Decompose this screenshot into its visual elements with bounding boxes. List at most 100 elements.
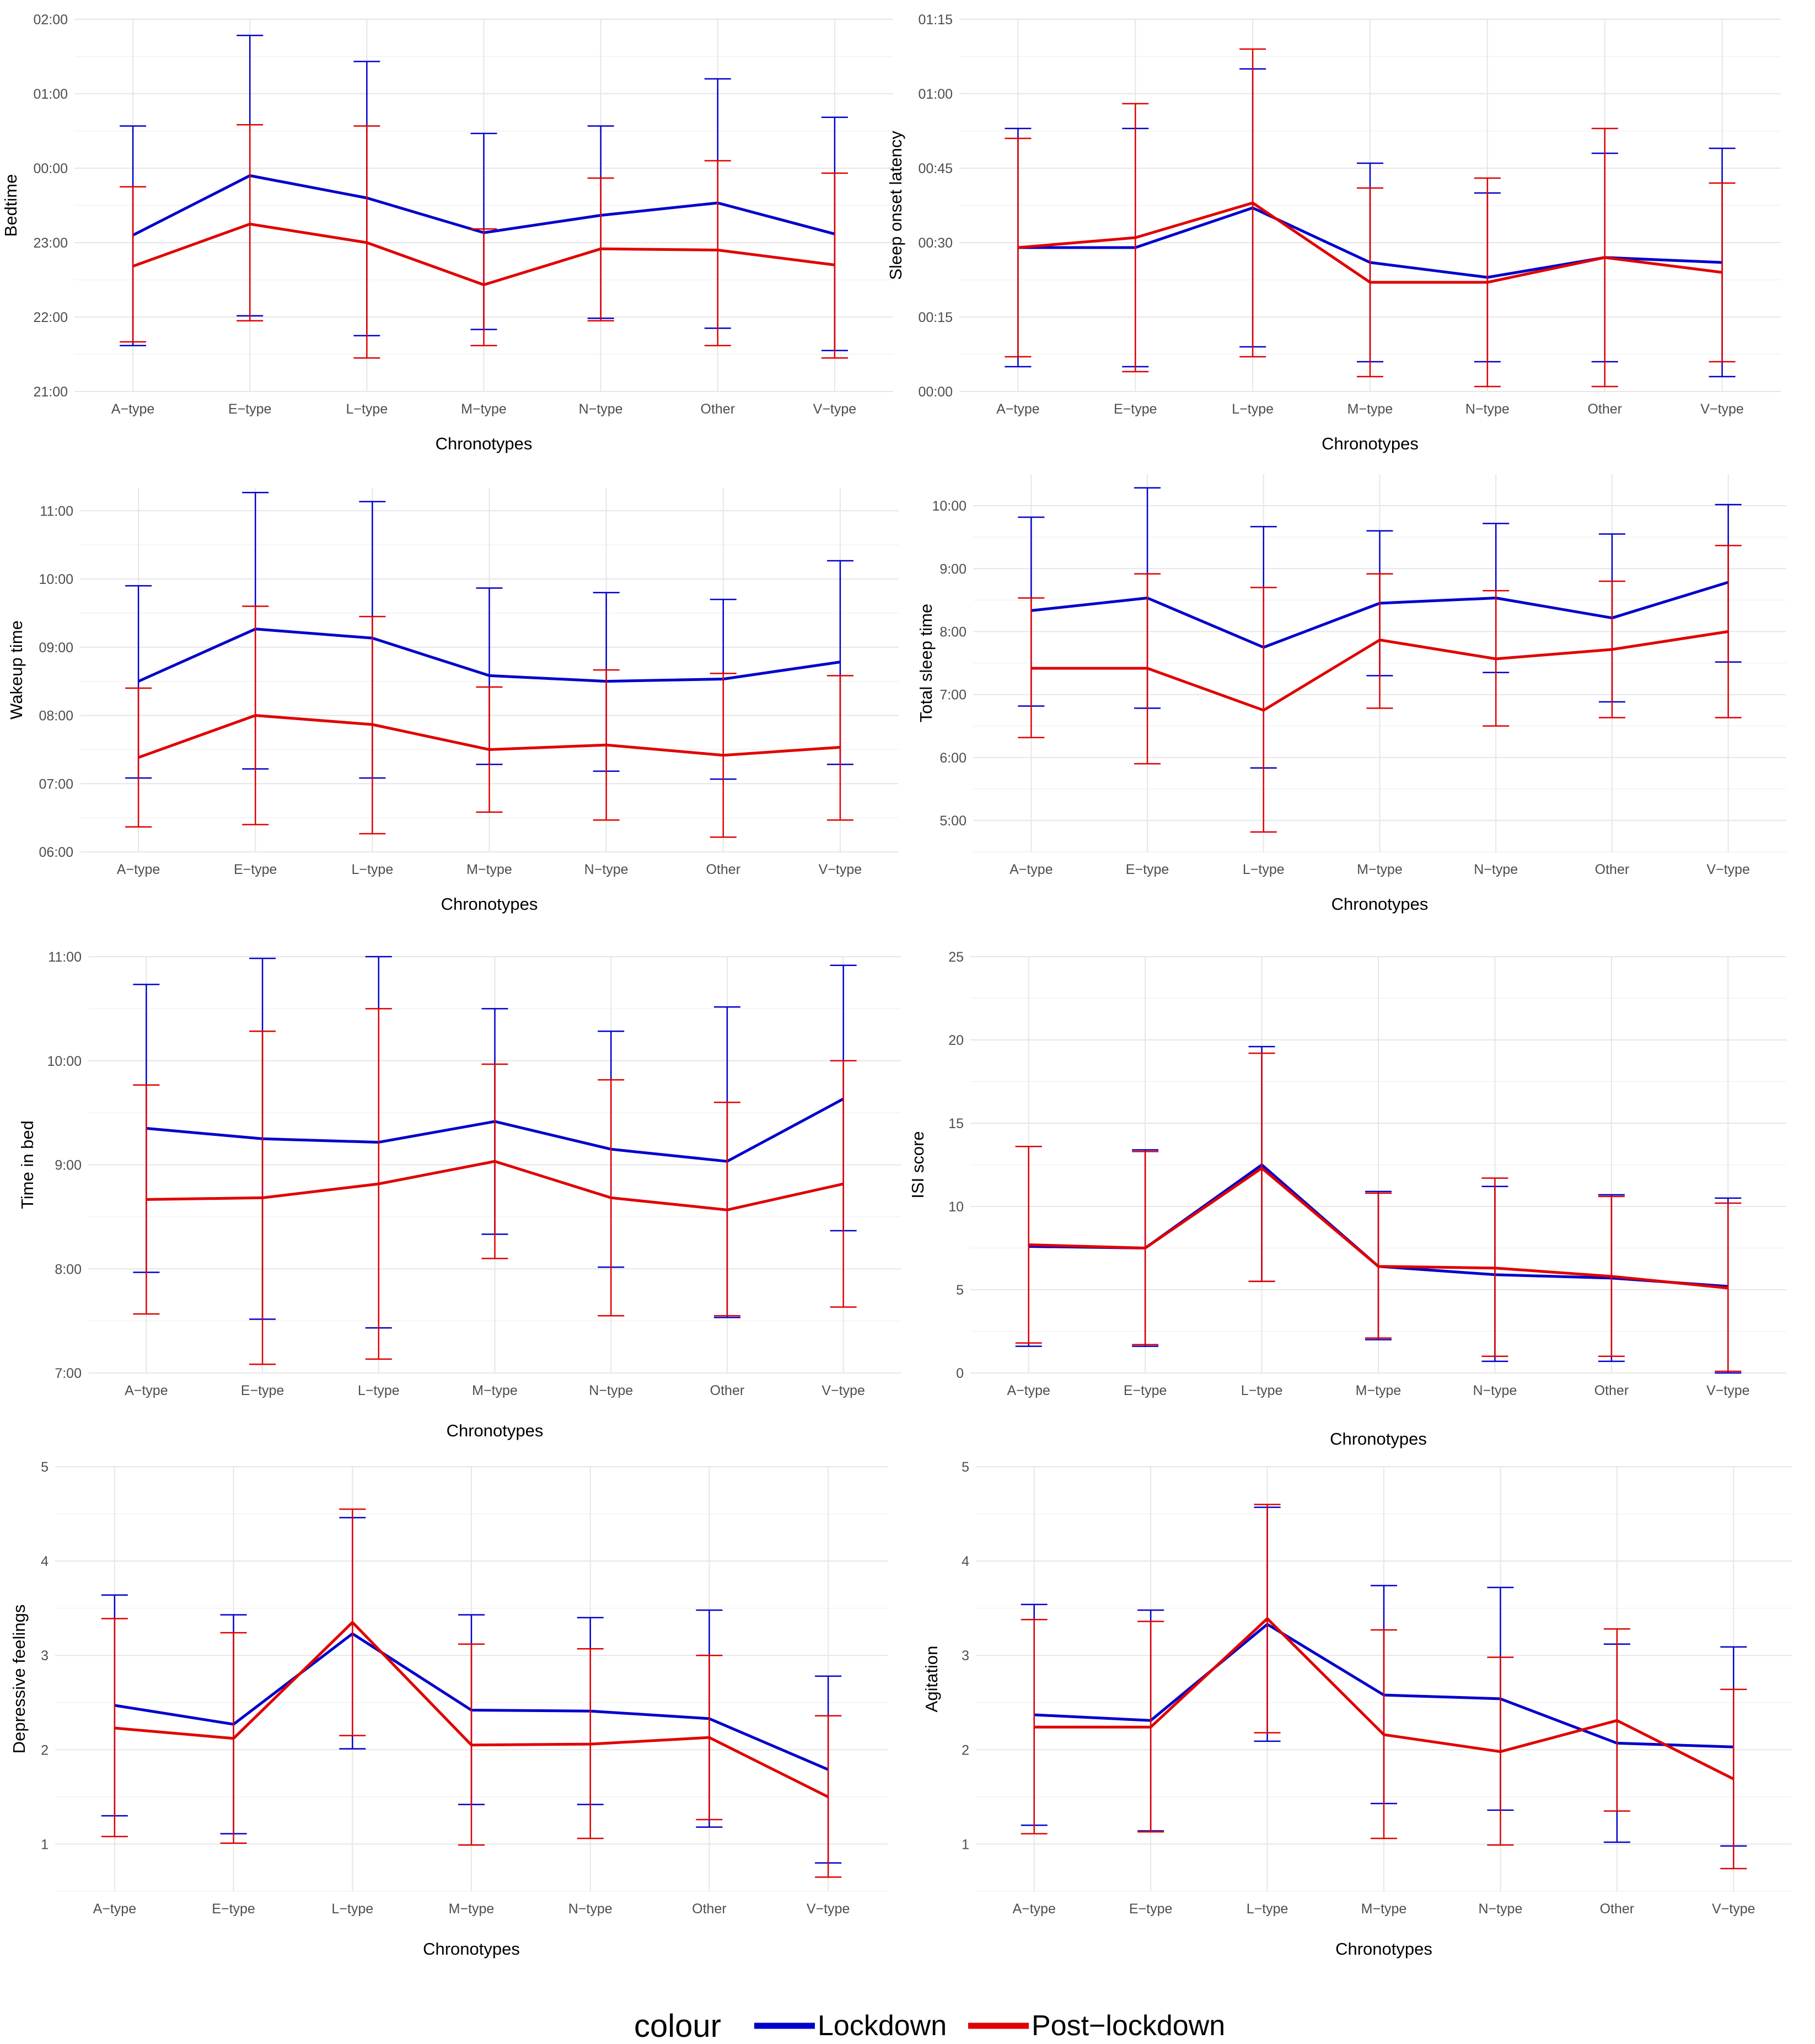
chart-bedtime: 21:00 22:00 23:00 00:00 01:00 02:00 A−type E−ty… — [1, 12, 893, 453]
x-axis-title: Chronotypes — [1330, 1429, 1427, 1448]
y-tick-label: 5:00 — [939, 813, 966, 829]
y-tick-label: 15 — [948, 1116, 964, 1131]
x-tick-label: A−type — [1009, 862, 1053, 877]
y-tick-label: 00:30 — [918, 235, 953, 251]
y-tick-label: 3 — [962, 1648, 969, 1664]
x-tick-label: E−type — [1126, 862, 1169, 877]
legend-title: colour — [634, 2008, 721, 2044]
x-tick-label: M−type — [1361, 1901, 1407, 1917]
y-tick-label: 22:00 — [33, 310, 68, 325]
y-tick-label: 08:00 — [39, 709, 73, 724]
x-tick-label: M−type — [472, 1383, 518, 1398]
y-tick-label: 2 — [962, 1742, 969, 1758]
x-tick-label: N−type — [584, 862, 629, 877]
x-tick-label: E−type — [212, 1901, 255, 1917]
x-tick-label: E−type — [234, 862, 277, 877]
x-tick-label: N−type — [579, 401, 623, 417]
x-tick-label: L−type — [1232, 401, 1274, 417]
x-tick-label: N−type — [1473, 1383, 1517, 1398]
x-tick-label: M−type — [1357, 862, 1403, 877]
y-tick-label: 10:00 — [47, 1054, 82, 1069]
x-tick-label: L−type — [1243, 862, 1285, 877]
chart-depressive_feelings: 1 2 3 4 5 A−type E−type L−type M−type N−type Other… — [9, 1460, 888, 1959]
y-tick-label: 1 — [41, 1837, 49, 1852]
x-tick-label: V−type — [1706, 862, 1750, 877]
y-axis-title: Bedtime — [1, 174, 20, 237]
chart-total_sleep_time: 5:00 6:00 7:00 8:00 9:00 10:00 A−type E−type L−t… — [916, 474, 1786, 914]
y-tick-label: 11:00 — [48, 949, 82, 965]
y-axis-title: Total sleep time — [916, 604, 936, 722]
y-tick-label: 8:00 — [55, 1262, 82, 1277]
x-tick-label: E−type — [228, 401, 272, 417]
x-axis-title: Chronotypes — [1335, 1939, 1432, 1959]
x-axis-title: Chronotypes — [436, 434, 533, 453]
y-axis-title: Sleep onset latency — [886, 131, 905, 280]
x-tick-label: V−type — [807, 1901, 850, 1917]
error-bar-post-lockdown — [705, 161, 731, 346]
y-tick-label: 02:00 — [33, 12, 68, 28]
y-tick-label: 4 — [41, 1554, 49, 1569]
x-tick-label: V−type — [813, 401, 857, 417]
x-axis-title: Chronotypes — [447, 1421, 544, 1440]
x-tick-label: Other — [1587, 401, 1622, 417]
y-tick-label: 1 — [962, 1837, 969, 1852]
y-tick-label: 07:00 — [39, 776, 73, 792]
y-tick-label: 8:00 — [939, 624, 966, 640]
x-tick-label: E−type — [241, 1383, 284, 1398]
y-tick-label: 01:15 — [918, 12, 953, 28]
chart-isi_score: 0 5 10 15 20 25 A−type E−type L−type M−type N−type… — [908, 949, 1786, 1448]
x-tick-label: Other — [692, 1901, 727, 1917]
x-tick-label: Other — [1595, 862, 1630, 877]
x-tick-label: V−type — [1706, 1383, 1750, 1398]
error-bar-post-lockdown — [471, 229, 497, 346]
y-tick-label: 7:00 — [55, 1366, 82, 1381]
legend-label-lockdown: Lockdown — [818, 2010, 947, 2042]
x-tick-label: L−type — [346, 401, 388, 417]
x-tick-label: M−type — [1356, 1383, 1401, 1398]
x-tick-label: N−type — [1478, 1901, 1522, 1917]
y-tick-label: 10 — [948, 1199, 964, 1215]
x-tick-label: N−type — [1465, 401, 1510, 417]
error-bar-post-lockdown — [125, 688, 152, 827]
y-tick-label: 11:00 — [40, 503, 73, 519]
x-axis-title: Chronotypes — [1322, 434, 1419, 453]
y-tick-label: 00:00 — [918, 384, 953, 400]
x-tick-label: L−type — [1241, 1383, 1283, 1398]
x-tick-label: V−type — [1700, 401, 1744, 417]
chart-sleep_onset_latency: 00:00 00:15 00:30 00:45 01:00 01:15 A−type E−ty… — [886, 12, 1781, 453]
legend: colour Lockdown Post−lockdown — [634, 2008, 1225, 2044]
x-tick-label: M−type — [466, 862, 512, 877]
error-bar-post-lockdown — [821, 173, 848, 358]
y-tick-label: 06:00 — [39, 845, 73, 860]
y-axis-title: Time in bed — [18, 1120, 37, 1209]
y-axis-title: ISI score — [908, 1131, 927, 1198]
y-tick-label: 01:00 — [33, 87, 68, 102]
y-tick-label: 21:00 — [33, 384, 68, 400]
y-tick-label: 09:00 — [39, 640, 73, 656]
x-tick-label: Other — [1594, 1383, 1629, 1398]
x-tick-label: N−type — [568, 1901, 613, 1917]
x-tick-label: A−type — [93, 1901, 137, 1917]
x-tick-label: M−type — [449, 1901, 495, 1917]
x-tick-label: L−type — [331, 1901, 373, 1917]
x-tick-label: L−type — [351, 862, 393, 877]
y-tick-label: 20 — [948, 1033, 964, 1048]
y-tick-label: 23:00 — [33, 235, 68, 251]
x-tick-label: V−type — [1712, 1901, 1755, 1917]
y-axis-title: Depressive feelings — [9, 1605, 29, 1754]
chart-agitation: 12345A−type E−type L−type M−type N−type Other… — [922, 1460, 1792, 1959]
x-tick-label: A−type — [1007, 1383, 1050, 1398]
x-tick-label: M−type — [1347, 401, 1393, 417]
x-tick-label: A−type — [996, 401, 1040, 417]
x-tick-label: E−type — [1129, 1901, 1173, 1917]
x-tick-label: N−type — [1474, 862, 1518, 877]
x-tick-label: A−type — [1012, 1901, 1056, 1917]
y-axis-title: Agitation — [922, 1646, 941, 1713]
y-tick-label: 5 — [956, 1283, 964, 1298]
y-tick-label: 10:00 — [39, 572, 73, 587]
x-tick-label: V−type — [821, 1383, 865, 1398]
x-tick-label: V−type — [819, 862, 862, 877]
x-tick-label: E−type — [1114, 401, 1157, 417]
chart-time_in_bed: 7:008:009:0010:0011:00A−type E−type L−type… — [18, 949, 901, 1440]
x-tick-label: L−type — [1247, 1901, 1288, 1917]
